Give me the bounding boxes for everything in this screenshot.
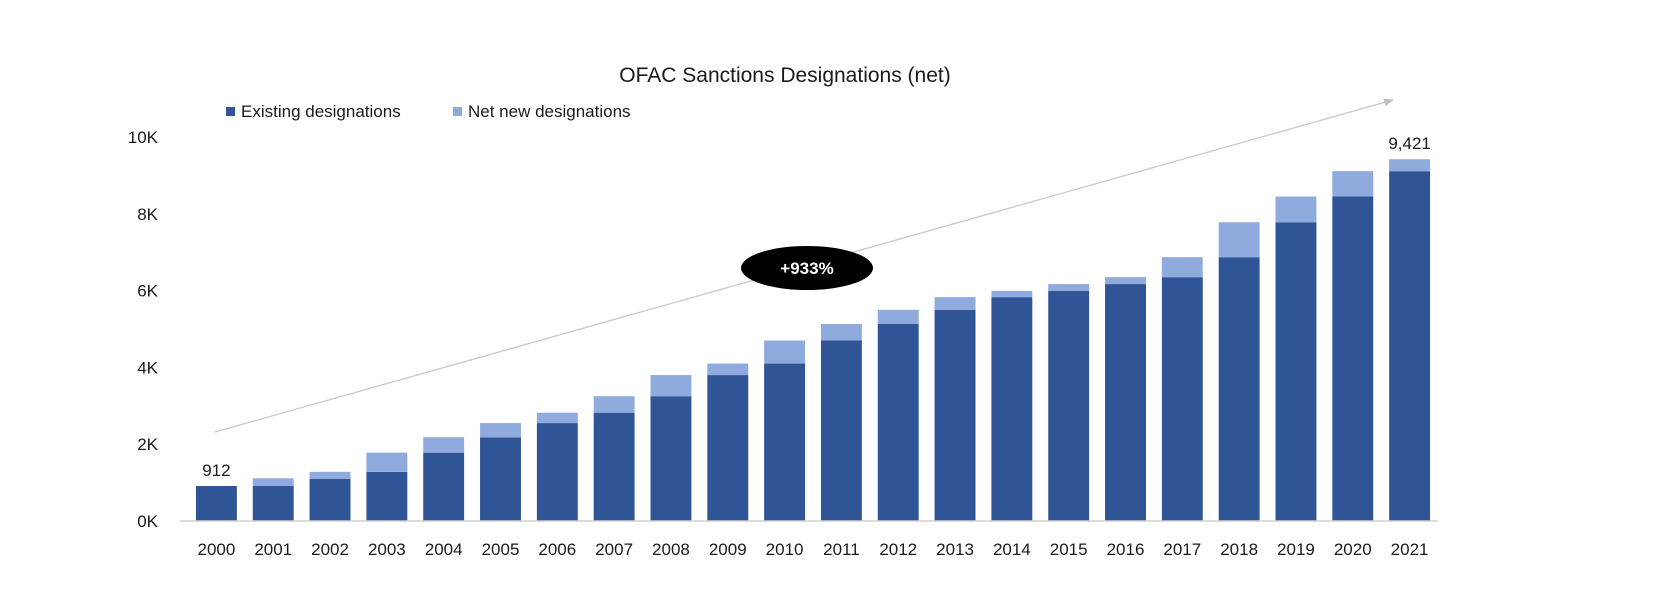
x-tick-label-2004: 2004	[425, 540, 463, 559]
y-tick-label-6K: 6K	[137, 282, 158, 301]
x-tick-label-2002: 2002	[311, 540, 349, 559]
x-tick-label-2007: 2007	[595, 540, 633, 559]
bar-existing-2009	[707, 375, 749, 521]
bar-net-new-2003	[366, 452, 408, 472]
bar-existing-2013	[934, 309, 976, 521]
x-tick-label-2016: 2016	[1107, 540, 1145, 559]
x-tick-label-2011: 2011	[823, 540, 860, 559]
bar-existing-2018	[1218, 257, 1260, 521]
x-tick-label-2001: 2001	[254, 540, 292, 559]
growth-badge-label: +933%	[780, 259, 833, 278]
legend-label-existing: Existing designations	[241, 102, 401, 121]
bar-net-new-2005	[480, 423, 521, 438]
bar-net-new-2010	[764, 340, 806, 364]
bar-net-new-2012	[877, 309, 919, 325]
bar-existing-2019	[1275, 222, 1317, 521]
bar-net-new-2019	[1275, 196, 1317, 223]
bar-net-new-2014	[991, 290, 1033, 298]
bar-existing-2008	[650, 396, 692, 521]
chart-title: OFAC Sanctions Designations (net)	[619, 64, 951, 87]
x-axis-ticks: 2000 2001 2002 2003 2004 2005 2006 2007 2008 2009…	[197, 540, 1428, 559]
x-tick-label-2017: 2017	[1163, 540, 1201, 559]
y-axis-ticks: 0K 2K 4K 6K 8K 10K	[128, 128, 159, 531]
bar-existing-2015	[1048, 290, 1090, 521]
legend-label-net-new: Net new designations	[468, 102, 631, 121]
bar-existing-2010	[764, 363, 806, 521]
bar-net-new-2018	[1218, 222, 1260, 258]
bar-existing-2016	[1105, 284, 1146, 521]
x-tick-label-2012: 2012	[879, 540, 917, 559]
bar-net-new-2020	[1332, 171, 1374, 197]
data-label-2021: 9,421	[1388, 134, 1431, 153]
x-tick-label-2015: 2015	[1050, 540, 1088, 559]
bar-net-new-2006	[536, 412, 578, 424]
x-tick-label-2009: 2009	[709, 540, 747, 559]
bar-existing-2001	[252, 485, 294, 521]
bar-existing-2014	[991, 297, 1033, 521]
x-tick-label-2003: 2003	[368, 540, 406, 559]
bar-existing-2004	[423, 452, 465, 521]
x-tick-label-2006: 2006	[538, 540, 576, 559]
bar-existing-2017	[1161, 277, 1203, 521]
y-tick-label-8K: 8K	[137, 205, 158, 224]
legend-swatch-existing	[226, 107, 235, 116]
x-tick-label-2020: 2020	[1334, 540, 1372, 559]
x-tick-label-2000: 2000	[197, 540, 235, 559]
bar-net-new-2009	[707, 363, 749, 376]
legend: Existing designations Net new designatio…	[226, 102, 631, 121]
bar-net-new-2011	[820, 324, 862, 341]
bar-existing-2021	[1389, 171, 1431, 521]
bar-net-new-2016	[1105, 277, 1146, 285]
x-tick-label-2021: 2021	[1391, 540, 1429, 559]
growth-badge: +933%	[741, 246, 873, 290]
bar-existing-2011	[820, 340, 862, 521]
bar-net-new-2015	[1048, 284, 1090, 291]
bar-existing-2006	[536, 423, 578, 521]
x-tick-label-2018: 2018	[1220, 540, 1258, 559]
data-labels: 912 9,421	[202, 134, 1431, 480]
bar-existing-2020	[1332, 196, 1374, 521]
x-tick-label-2019: 2019	[1277, 540, 1315, 559]
bar-existing-2002	[309, 478, 351, 521]
bar-net-new-2013	[934, 297, 976, 310]
y-tick-label-4K: 4K	[137, 358, 158, 377]
bar-net-new-2002	[309, 471, 351, 479]
bar-net-new-2007	[593, 396, 635, 413]
bar-existing-2005	[480, 437, 521, 521]
growth-badge-background	[741, 246, 873, 290]
bar-net-new-2001	[252, 478, 294, 486]
bar-net-new-2008	[650, 375, 692, 397]
y-tick-label-2K: 2K	[137, 435, 158, 454]
x-tick-label-2010: 2010	[766, 540, 804, 559]
bar-net-new-2021	[1389, 159, 1431, 172]
data-label-2000: 912	[202, 461, 230, 480]
bar-net-new-2017	[1161, 257, 1203, 278]
bar-existing-2007	[593, 412, 635, 521]
x-tick-label-2013: 2013	[936, 540, 974, 559]
bar-net-new-2004	[423, 437, 465, 453]
y-tick-label-10K: 10K	[128, 128, 159, 147]
x-tick-label-2008: 2008	[652, 540, 690, 559]
bars	[195, 159, 1431, 521]
bar-existing-2000	[195, 485, 237, 521]
y-tick-label-0K: 0K	[137, 512, 158, 531]
bar-existing-2003	[366, 471, 408, 521]
x-tick-label-2014: 2014	[993, 540, 1031, 559]
bar-existing-2012	[877, 324, 919, 521]
legend-swatch-net-new	[453, 107, 462, 116]
x-tick-label-2005: 2005	[482, 540, 520, 559]
